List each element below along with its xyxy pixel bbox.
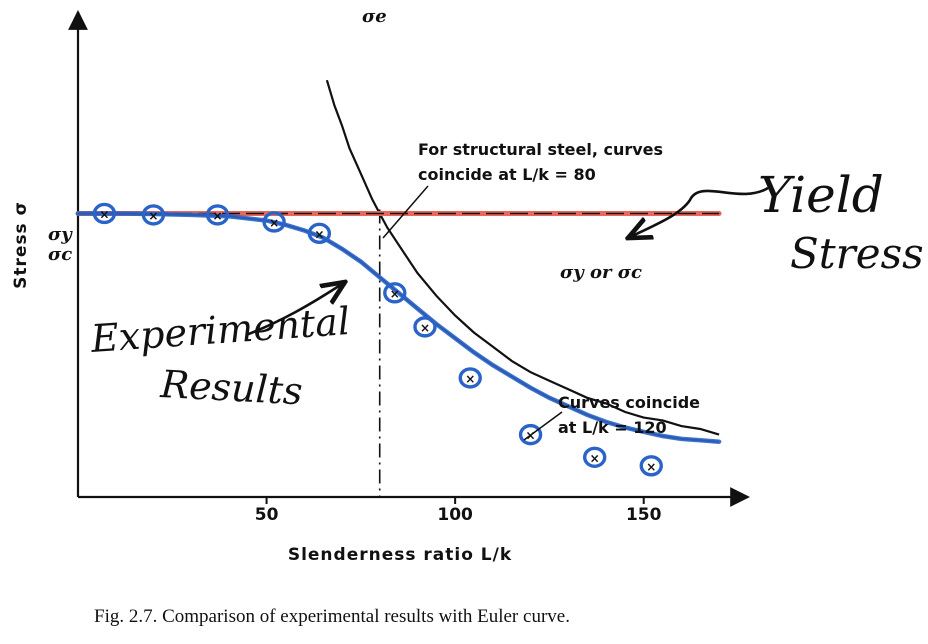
- annotation-coincide-120-line1: Curves coincide: [558, 393, 700, 412]
- annotation-coincide-80-line2: coincide at L/k = 80: [418, 165, 596, 184]
- axes: [68, 10, 750, 507]
- euler-label: σe: [362, 6, 387, 27]
- experimental-point-circle: [262, 211, 286, 233]
- y-tick-sigma-c: σc: [48, 244, 72, 265]
- handwritten-yield: Yield: [758, 166, 884, 224]
- handwritten-stress: Stress: [790, 229, 924, 278]
- experimental-point: ×: [639, 455, 663, 477]
- experimental-point-mark: ×: [99, 207, 109, 221]
- yield-curve-label: σy or σc: [560, 262, 642, 283]
- handwritten-experimental-arrow: [245, 282, 345, 337]
- annotation-coincide-80-line1: For structural steel, curves: [418, 140, 663, 159]
- experimental-point-circle: [92, 202, 117, 225]
- experimental-point-circle: [582, 446, 607, 469]
- experimental-point-mark: ×: [314, 227, 324, 241]
- experimental-point: ×: [141, 204, 166, 226]
- experimental-point-mark: ×: [590, 451, 600, 465]
- annotation-leader-120: [523, 411, 563, 441]
- x-tick-label-100: 100: [437, 505, 473, 525]
- annotation-leader-80: [382, 185, 429, 239]
- experimental-point: ×: [92, 202, 117, 225]
- experimental-point: ×: [458, 367, 482, 389]
- y-axis-label: Stress σ: [11, 201, 31, 289]
- experimental-point-circle: [458, 367, 482, 389]
- x-ticks: 50 100 150: [255, 497, 662, 525]
- series-layer: ×××××××××××: [75, 79, 722, 477]
- experimental-point-mark: ×: [390, 287, 400, 301]
- experimental-point-circle: [307, 222, 332, 245]
- experimental-point-circle: [205, 204, 230, 226]
- figure-caption: Fig. 2.7. Comparison of experimental res…: [94, 606, 570, 627]
- handwritten-yield-arrow: [628, 186, 769, 238]
- experimental-point-mark: ×: [148, 209, 158, 223]
- y-tick-sigma-y: σy: [48, 224, 73, 245]
- annotation-coincide-120-line2: at L/k = 120: [558, 418, 667, 437]
- experimental-point-mark: ×: [269, 216, 279, 230]
- experimental-point: ×: [307, 222, 332, 245]
- experimental-point-mark: ×: [465, 372, 475, 386]
- handwritten-results: Results: [159, 362, 304, 413]
- experimental-point: ×: [205, 204, 230, 226]
- x-tick-label-150: 150: [626, 505, 662, 525]
- experimental-point: ×: [582, 446, 607, 469]
- experimental-point: ×: [262, 211, 286, 233]
- experimental-point-circle: [639, 455, 663, 477]
- design-curve-blue: [75, 211, 722, 444]
- experimental-point-mark: ×: [646, 460, 656, 474]
- experimental-point-mark: ×: [213, 209, 223, 223]
- x-axis-label: Slenderness ratio L/k: [288, 545, 512, 565]
- experimental-point-mark: ×: [420, 321, 430, 335]
- experimental-point-circle: [518, 423, 543, 446]
- experimental-point-circle: [413, 316, 437, 338]
- experimental-point-circle: [141, 204, 166, 226]
- experimental-point-circle: [383, 282, 407, 304]
- x-tick-label-50: 50: [255, 505, 279, 525]
- experimental-point: ×: [383, 282, 407, 304]
- handwritten-experimental: Experimental: [89, 299, 352, 361]
- experimental-point: ×: [413, 316, 437, 338]
- euler-curve: [325, 79, 720, 436]
